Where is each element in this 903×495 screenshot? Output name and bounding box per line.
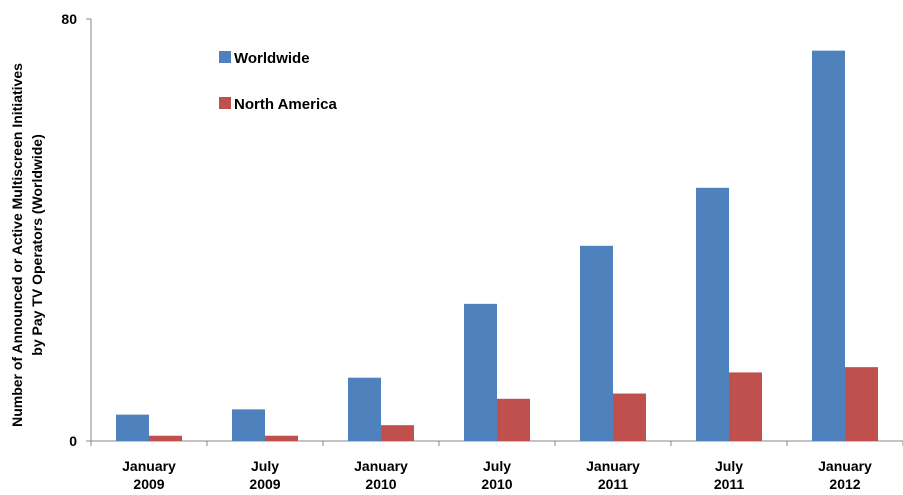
- x-tick-label: January: [354, 458, 408, 474]
- x-tick-label: January: [586, 458, 640, 474]
- bar-north-america-6: [845, 367, 878, 441]
- bar-worldwide-0: [116, 414, 149, 441]
- legend-label-1: North America: [234, 96, 337, 113]
- bar-north-america-5: [729, 372, 762, 441]
- x-tick-label: 2009: [249, 476, 280, 492]
- y-axis-title-line-2: by Pay TV Operators (Worldwide): [29, 134, 45, 355]
- bar-worldwide-2: [348, 377, 381, 441]
- bar-north-america-1: [265, 435, 298, 441]
- y-axis-title: Number of Announced or Active Multiscree…: [9, 63, 45, 427]
- legend-swatch-0: [219, 51, 231, 63]
- bars: [116, 50, 878, 442]
- bar-worldwide-1: [232, 409, 265, 441]
- legend-label-0: Worldwide: [234, 50, 310, 67]
- x-tick-label: January: [818, 458, 872, 474]
- x-tick-label: 2010: [481, 476, 512, 492]
- x-tick-label: July: [251, 458, 279, 474]
- y-axis-title-line-1: Number of Announced or Active Multiscree…: [9, 63, 25, 427]
- x-tick-label: July: [715, 458, 743, 474]
- bar-north-america-3: [497, 398, 530, 441]
- x-tick-labels: January 2009 July 2009 January 2010 July 2010 Ja…: [122, 458, 872, 492]
- y-tick-labels: 0 80: [61, 11, 77, 449]
- x-tick-label: 2010: [365, 476, 396, 492]
- x-tick-label: 2012: [829, 476, 860, 492]
- bar-north-america-2: [381, 425, 414, 441]
- y-tick-label: 80: [61, 11, 77, 27]
- x-tick-label: July: [483, 458, 511, 474]
- x-tick-label: 2011: [714, 476, 745, 492]
- legend-swatch-1: [219, 97, 231, 109]
- bar-worldwide-3: [464, 303, 497, 441]
- bar-north-america-4: [613, 393, 646, 441]
- bar-worldwide-4: [580, 245, 613, 441]
- bar-north-america-0: [149, 435, 182, 441]
- bar-worldwide-6: [812, 50, 845, 442]
- legend: Worldwide North America: [219, 50, 337, 113]
- y-tick-label: 0: [69, 433, 77, 449]
- x-tick-label: 2011: [598, 476, 629, 492]
- bar-worldwide-5: [696, 187, 729, 441]
- x-tick-label: January: [122, 458, 176, 474]
- x-tick-label: 2009: [133, 476, 164, 492]
